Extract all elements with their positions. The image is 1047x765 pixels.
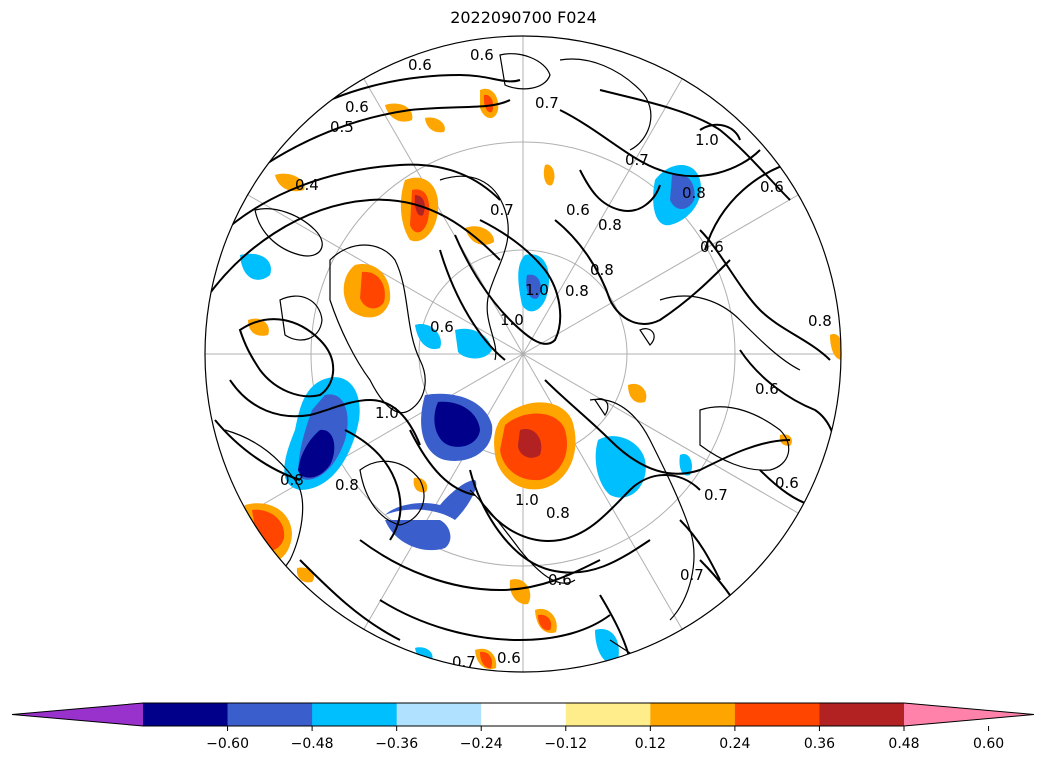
colorbar-segment — [396, 703, 482, 726]
colorbar-tick-label: 0.12 — [635, 736, 666, 752]
contour-label: 0.6 — [760, 178, 784, 196]
contour-label: 0.6 — [408, 56, 432, 74]
contour-label: 0.8 — [808, 312, 832, 330]
colorbar-tick-label: −0.48 — [291, 736, 334, 752]
colorbar-tick-label: 0.60 — [973, 736, 1004, 752]
contour-label: 0.7 — [490, 201, 514, 219]
colorbar: −0.60 −0.48 −0.36 −0.24 −0.12 0.12 0.24 0.36 0.4… — [11, 702, 1035, 752]
contour-label: 0.6 — [566, 201, 590, 219]
contour-label: 0.8 — [565, 282, 589, 300]
contour-label: 0.6 — [548, 571, 572, 589]
colorbar-tick-label: −0.12 — [544, 736, 587, 752]
contour-label: 0.4 — [295, 176, 319, 194]
colorbar-segment — [143, 703, 229, 726]
colorbar-tick-label: 0.36 — [804, 736, 835, 752]
colorbar-extend-low — [12, 703, 143, 726]
map-title: 2022090700 F024 — [450, 8, 597, 27]
colorbar-segment — [227, 703, 313, 726]
contour-label: 0.8 — [335, 476, 359, 494]
contour-label: 0.7 — [535, 94, 559, 112]
colorbar-segment — [481, 703, 567, 726]
contour-label: 0.8 — [598, 216, 622, 234]
contour-label: 0.7 — [704, 486, 728, 504]
contour-label: 1.0 — [375, 404, 399, 422]
contour-label: 1.0 — [695, 131, 719, 149]
colorbar-tick-label: 0.24 — [719, 736, 750, 752]
contour-label: 0.8 — [682, 184, 706, 202]
contour-label: 0.8 — [546, 504, 570, 522]
colorbar-tick-label: 0.48 — [888, 736, 919, 752]
colorbar-tick-label: −0.36 — [375, 736, 418, 752]
colorbar-segment — [565, 703, 651, 726]
colorbar-segment — [312, 703, 398, 726]
map-disk: 0.6 0.6 0.7 0.6 0.5 0.4 1.0 0.8 0.6 0.7 … — [205, 36, 841, 672]
contour-label: 0.6 — [700, 238, 724, 256]
map-boundary — [204, 35, 842, 673]
contour-label: 0.7 — [625, 151, 649, 169]
contour-label: 0.7 — [680, 566, 704, 584]
contour-label: 0.6 — [755, 380, 779, 398]
contour-label: 0.6 — [430, 318, 454, 336]
contour-label: 1.0 — [525, 281, 549, 299]
contour-lines — [205, 73, 837, 661]
contour-labels: 0.6 0.6 0.7 0.6 0.5 0.4 1.0 0.8 0.6 0.7 … — [280, 46, 832, 671]
contour-label: 0.6 — [345, 98, 369, 116]
colorbar-segment — [734, 703, 820, 726]
contour-label: 0.8 — [280, 471, 304, 489]
contour-label: 0.6 — [775, 474, 799, 492]
contour-label: 0.5 — [330, 118, 354, 136]
colorbar-segment — [819, 703, 905, 726]
colorbar-extend-high — [904, 703, 1034, 726]
contour-label: 0.6 — [470, 46, 494, 64]
contour-label: 0.6 — [497, 649, 521, 667]
colorbar-tick-label: −0.24 — [460, 736, 503, 752]
colorbar-segment — [650, 703, 736, 726]
colorbar-outline — [11, 702, 1035, 727]
contour-label: 1.0 — [515, 491, 539, 509]
colorbar-tick-label: −0.60 — [206, 736, 249, 752]
coastlines — [224, 53, 801, 666]
contour-label: 1.0 — [500, 311, 524, 329]
contour-label: 0.8 — [590, 261, 614, 279]
